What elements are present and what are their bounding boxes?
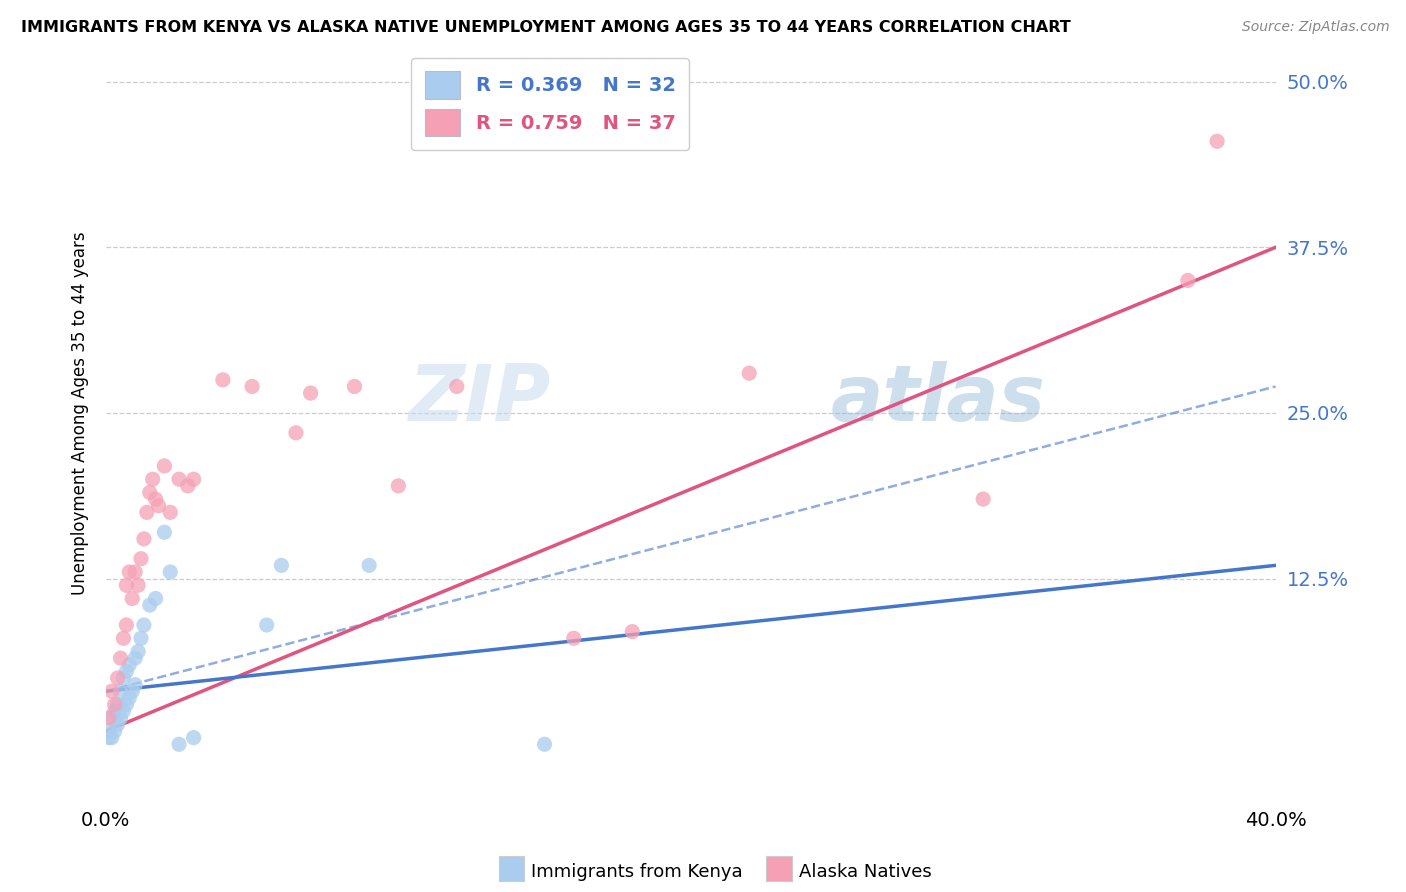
Point [285,425,308,440]
Point [159,565,181,579]
Point [115,665,138,679]
Point [129,632,152,646]
Text: Alaska Natives: Alaska Natives [799,863,931,881]
Point [124,651,146,665]
Point [1206,134,1229,148]
Text: 0.0%: 0.0% [82,811,131,830]
Point [115,578,138,592]
Point [145,492,167,507]
Point [124,678,146,692]
Point [127,644,149,658]
Point [107,698,129,712]
Point [212,373,235,387]
Point [972,492,994,507]
Point [107,717,129,731]
Text: IMMIGRANTS FROM KENYA VS ALASKA NATIVE UNEMPLOYMENT AMONG AGES 35 TO 44 YEARS CO: IMMIGRANTS FROM KENYA VS ALASKA NATIVE U… [21,20,1071,35]
Point [115,698,138,712]
Point [132,618,155,632]
Point [153,525,176,540]
Point [177,479,200,493]
Point [115,618,138,632]
Point [167,472,190,486]
Y-axis label: Unemployment Among Ages 35 to 44 years: Unemployment Among Ages 35 to 44 years [72,231,89,595]
Point [135,505,157,519]
Point [359,558,381,573]
Point [139,485,162,500]
Point [256,618,278,632]
Point [132,532,155,546]
Point [110,684,132,698]
Point [183,472,205,486]
Point [97,731,120,745]
Point [104,724,127,739]
Point [621,624,644,639]
Point [343,379,366,393]
Point [270,558,292,573]
Point [110,711,132,725]
Text: 40.0%: 40.0% [1244,811,1306,830]
Point [738,366,761,380]
Point [121,591,143,606]
Point [100,684,122,698]
Point [112,632,135,646]
Point [299,386,322,401]
Point [121,684,143,698]
Point [97,724,120,739]
Point [112,671,135,685]
Text: ZIP: ZIP [408,360,550,437]
Point [97,711,120,725]
Point [112,704,135,718]
Point [183,731,205,745]
Point [139,598,162,612]
Point [159,505,181,519]
Point [167,737,190,751]
Point [110,651,132,665]
Point [118,690,141,705]
Point [1177,273,1199,287]
Point [127,578,149,592]
Point [562,632,585,646]
Point [387,479,409,493]
Point [118,565,141,579]
Legend: R = 0.369   N = 32, R = 0.759   N = 37: R = 0.369 N = 32, R = 0.759 N = 37 [412,58,689,150]
Point [240,379,263,393]
Point [118,657,141,672]
Point [446,379,468,393]
Point [104,698,127,712]
Text: atlas: atlas [831,360,1046,437]
Point [100,731,122,745]
Point [153,458,176,473]
Text: Source: ZipAtlas.com: Source: ZipAtlas.com [1241,20,1389,34]
Point [100,711,122,725]
Point [142,472,165,486]
Point [148,499,170,513]
Point [533,737,555,751]
Text: Immigrants from Kenya: Immigrants from Kenya [531,863,744,881]
Point [129,551,152,566]
Point [107,671,129,685]
Point [104,704,127,718]
Point [145,591,167,606]
Point [124,565,146,579]
